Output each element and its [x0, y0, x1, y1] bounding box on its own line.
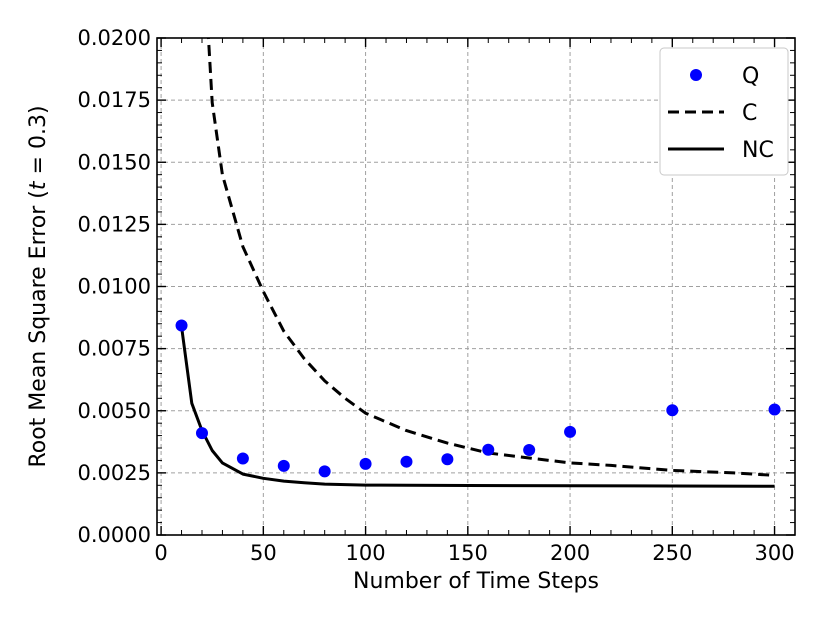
legend: QC NC — [659, 47, 789, 176]
y-axis-label: Root Mean Square Error (t = 0.3) — [26, 105, 51, 467]
x-tick-label: 0 — [154, 541, 167, 565]
y-tick-label: 0.0025 — [78, 461, 151, 485]
legend-item-c: C — [668, 101, 757, 126]
y-tick-label: 0.0125 — [78, 212, 151, 236]
x-axis-label: Number of Time Steps — [353, 569, 599, 594]
series-q-point — [666, 404, 679, 417]
series-nc-line — [180, 326, 775, 488]
x-tick-label: 150 — [448, 541, 488, 565]
y-axis-label-rest: = 0.3) — [26, 105, 51, 181]
x-tick-label: 250 — [652, 541, 692, 565]
tick-labels: 0 50 100 150 200 250 300 0.0000 0.0025 0.0050 0.00… — [78, 26, 795, 565]
series-q-point — [236, 452, 249, 465]
x-tick-label: 100 — [346, 541, 386, 565]
series-q-point — [318, 465, 331, 478]
series-q-point — [564, 425, 577, 438]
series-clip-group — [175, 38, 781, 488]
series-c-line — [206, 38, 775, 477]
x-tick-label: 50 — [250, 541, 277, 565]
legend-marker-q — [690, 69, 702, 81]
ticks — [157, 37, 795, 536]
series-q-point — [195, 427, 208, 440]
series-q-point — [768, 403, 781, 416]
series-q-point — [277, 459, 290, 472]
series-q-point — [175, 319, 188, 332]
legend-label-nc: NC — [742, 138, 774, 163]
x-tick-label: 200 — [550, 541, 590, 565]
series-q-point — [441, 453, 454, 466]
y-tick-label: 0.0175 — [78, 88, 151, 112]
y-tick-label: 0.0100 — [78, 275, 151, 299]
series-q-point — [482, 443, 495, 456]
y-tick-label: 0.0075 — [78, 337, 151, 361]
legend-label-c: C — [742, 101, 757, 126]
series-q-point — [400, 455, 413, 468]
y-axis-label-var: t — [26, 180, 51, 190]
y-axis-label-main: Root Mean Square Error ( — [26, 190, 51, 467]
legend-item-q: Q — [690, 64, 759, 89]
legend-item-nc: NC — [668, 138, 774, 163]
series-q-point — [523, 444, 536, 457]
y-tick-label: 0.0000 — [78, 523, 151, 547]
legend-items: QC NC — [668, 64, 774, 163]
legend-label-q: Q — [742, 64, 759, 89]
y-tick-label: 0.0150 — [78, 150, 151, 174]
series-q-point — [359, 457, 372, 470]
series-layer — [175, 38, 781, 488]
y-tick-label: 0.0200 — [78, 26, 151, 50]
x-tick-label: 300 — [755, 541, 795, 565]
y-tick-label: 0.0050 — [78, 399, 151, 423]
